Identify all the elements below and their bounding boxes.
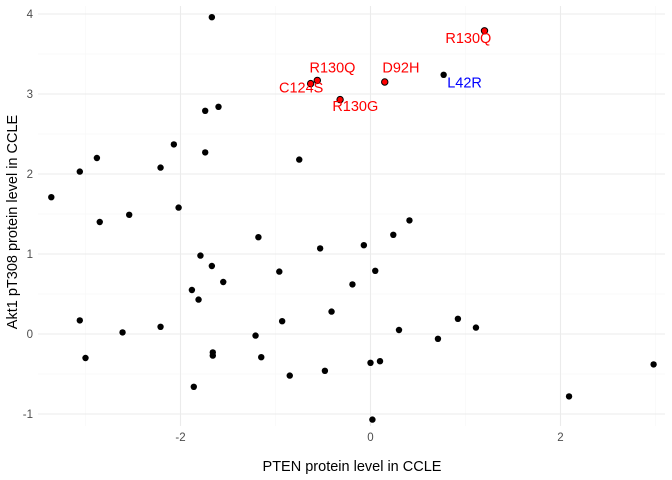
y-tick-label: 3: [27, 89, 33, 101]
data-point: [296, 156, 303, 163]
data-point: [376, 358, 384, 365]
x-tick-label: -2: [175, 432, 185, 444]
x-axis-ticks: -2 0 2: [175, 432, 563, 444]
data-point: [650, 361, 657, 368]
data-point: [76, 317, 84, 324]
data-point: [175, 204, 182, 211]
data-point: [258, 354, 265, 361]
data-point: [395, 326, 403, 334]
data-point: [93, 154, 101, 162]
data-point: [454, 315, 462, 322]
data-point: [119, 329, 126, 336]
data-point: [406, 217, 413, 224]
data-point: [202, 149, 209, 156]
y-tick-label: 4: [27, 9, 34, 21]
data-point: [278, 318, 286, 325]
data-point: [255, 234, 262, 241]
y-tick-label: 1: [27, 249, 33, 261]
data-point: [220, 278, 227, 286]
data-point: [390, 231, 397, 238]
data-point: [349, 281, 356, 288]
data-point: [276, 268, 283, 275]
data-point: [316, 245, 324, 252]
highlighted-data-point: [313, 76, 321, 85]
data-point: [328, 308, 335, 315]
data-point: [96, 218, 103, 226]
data-point: [170, 141, 178, 148]
data-point: [286, 372, 293, 379]
data-point: [208, 262, 216, 270]
data-point: [157, 164, 164, 171]
data-point: [190, 383, 197, 390]
y-tick-label: 2: [27, 169, 33, 181]
highlighted-data-point: [480, 27, 489, 35]
highlighted-data-point: [336, 95, 344, 104]
highlighted-data-point: [306, 79, 315, 88]
x-tick-label: 0: [367, 432, 373, 444]
data-point: [82, 354, 89, 362]
data-point: [215, 103, 222, 111]
x-tick-label: 2: [557, 432, 563, 444]
data-point: [157, 323, 164, 330]
highlighted-data-point: [381, 78, 389, 86]
data-points: [48, 14, 657, 423]
point-annotation: R130Q: [445, 31, 491, 47]
major-gridlines: [38, 6, 665, 426]
data-point: [372, 267, 379, 274]
data-point: [76, 168, 84, 175]
data-point: [126, 211, 133, 218]
y-tick-label: -1: [23, 409, 33, 421]
data-point: [360, 242, 368, 249]
data-point: [197, 252, 204, 259]
point-annotation: D92H: [382, 60, 419, 76]
data-point: [48, 194, 55, 201]
y-axis-ticks: -1 0 1 2 3 4: [23, 9, 34, 421]
x-axis-title: PTEN protein level in CCLE: [263, 459, 442, 475]
point-annotation: R130G: [332, 99, 378, 115]
data-point: [202, 107, 209, 115]
point-annotation: L42R: [447, 76, 482, 92]
data-point: [252, 332, 259, 339]
data-point: [209, 352, 216, 359]
point-annotations: R130Q C124S R130G D92H R130Q L42R: [279, 31, 491, 115]
y-axis-title: Akt1 pT308 protein level in CCLE: [5, 114, 21, 329]
point-annotation: C124S: [279, 80, 323, 96]
data-point: [208, 14, 216, 21]
data-point: [188, 286, 196, 294]
data-point: [367, 359, 374, 366]
data-point: [195, 296, 202, 303]
data-point: [565, 393, 573, 400]
data-point: [434, 335, 442, 342]
data-point: [321, 367, 329, 374]
data-point: [472, 324, 480, 331]
point-annotation: R130Q: [310, 60, 356, 76]
y-tick-label: 0: [27, 329, 33, 341]
data-point: [440, 71, 447, 79]
data-point: [369, 416, 376, 423]
